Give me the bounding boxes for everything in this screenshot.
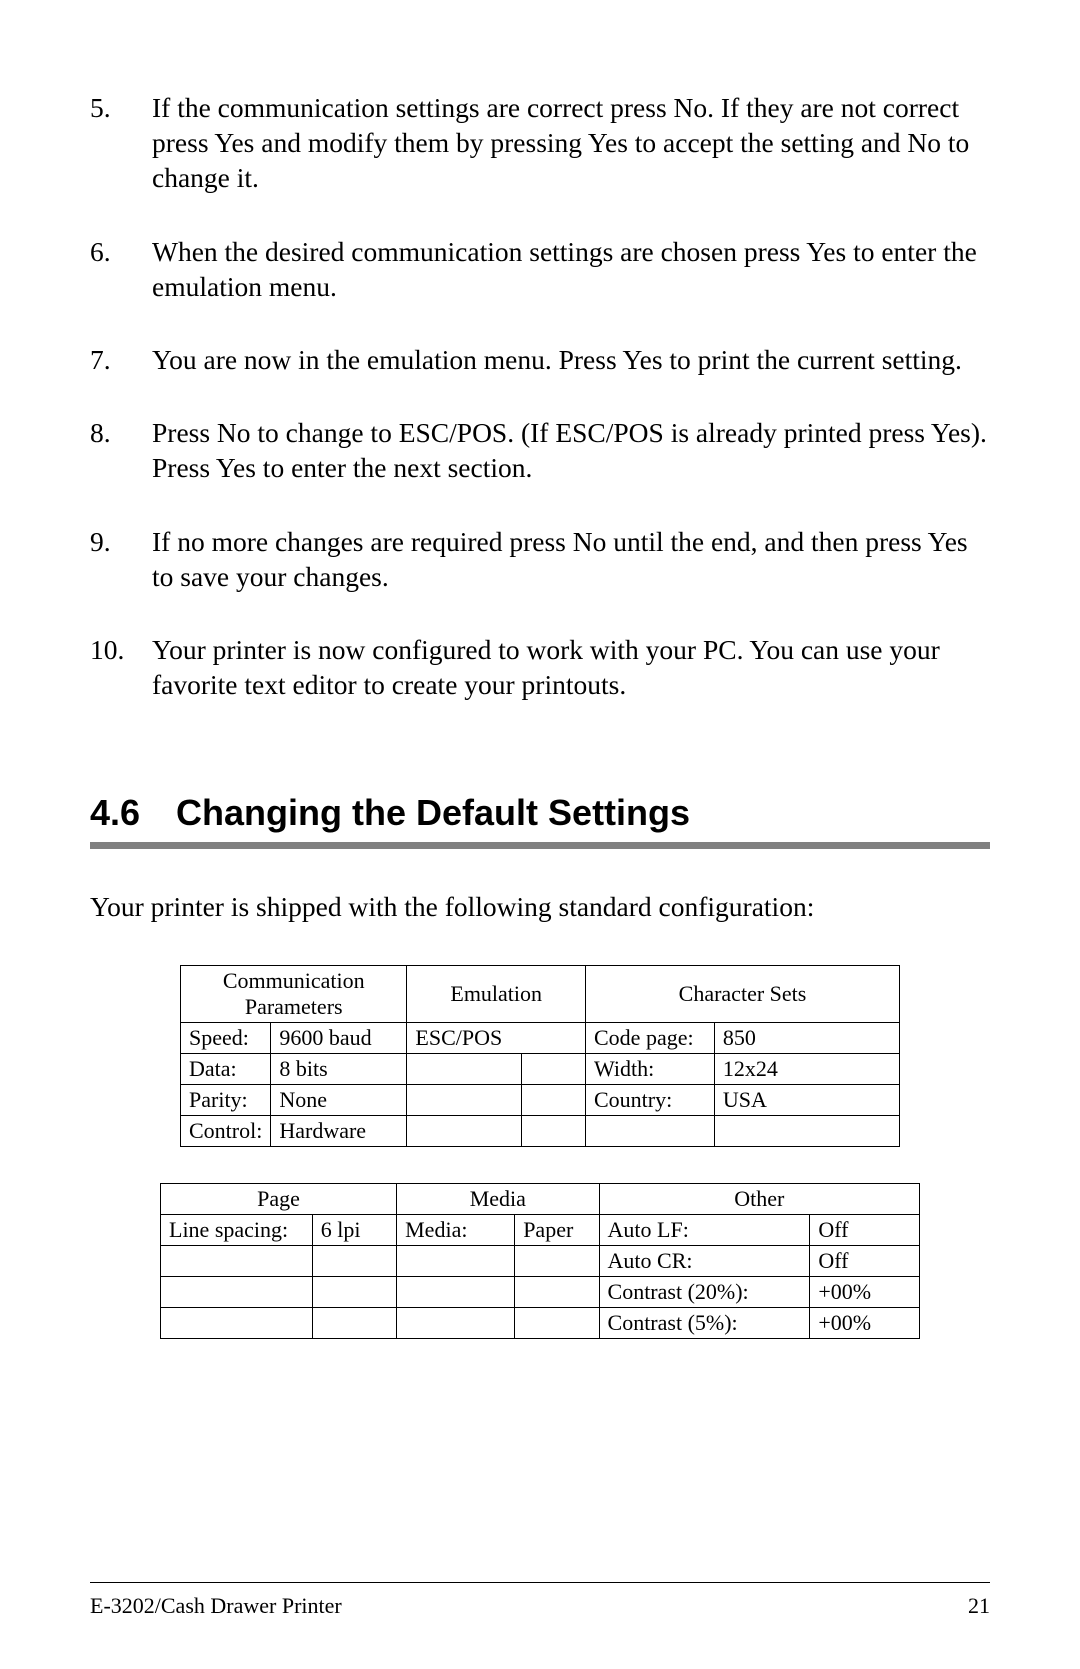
config-table-2: Page Media Other Line spacing: 6 lpi Med…	[160, 1183, 920, 1339]
table-cell: Data:	[181, 1054, 271, 1085]
list-text: Your printer is now configured to work w…	[152, 632, 990, 702]
footer-line: E-3202/Cash Drawer Printer 21	[90, 1593, 990, 1619]
table-cell: Contrast (5%):	[599, 1308, 810, 1339]
table-cell: Control:	[181, 1116, 271, 1147]
table-cell	[586, 1116, 715, 1147]
numbered-list: 5. If the communication settings are cor…	[90, 90, 990, 702]
table-cell: Code page:	[586, 1023, 715, 1054]
table-row: Contrast (5%): +00%	[161, 1308, 920, 1339]
table-header: Emulation	[407, 966, 586, 1023]
list-item: 8. Press No to change to ESC/POS. (If ES…	[90, 415, 990, 485]
list-text: If no more changes are required press No…	[152, 524, 990, 594]
table-cell	[521, 1116, 585, 1147]
list-item: 7. You are now in the emulation menu. Pr…	[90, 342, 990, 377]
table-row: Control: Hardware	[181, 1116, 900, 1147]
table-cell: 12x24	[714, 1054, 899, 1085]
intro-paragraph: Your printer is shipped with the followi…	[90, 889, 990, 925]
table-cell	[397, 1308, 515, 1339]
list-text: You are now in the emulation menu. Press…	[152, 342, 990, 377]
config-table-1: Communication Parameters Emulation Chara…	[180, 965, 900, 1147]
table-row: Auto CR: Off	[161, 1246, 920, 1277]
page-footer: E-3202/Cash Drawer Printer 21	[90, 1582, 990, 1619]
list-number: 5.	[90, 90, 152, 125]
table-cell: Off	[810, 1215, 920, 1246]
page: 5. If the communication settings are cor…	[0, 0, 1080, 1669]
table-cell: Media:	[397, 1215, 515, 1246]
table-header: Media	[397, 1184, 599, 1215]
list-text: Press No to change to ESC/POS. (If ESC/P…	[152, 415, 990, 485]
table-cell	[312, 1277, 396, 1308]
table-cell: Hardware	[271, 1116, 407, 1147]
table-cell	[407, 1054, 521, 1085]
table-cell	[521, 1085, 585, 1116]
table-cell: Width:	[586, 1054, 715, 1085]
table-cell: 9600 baud	[271, 1023, 407, 1054]
table-cell: 6 lpi	[312, 1215, 396, 1246]
section-heading: 4.6 Changing the Default Settings	[90, 792, 990, 840]
list-number: 7.	[90, 342, 152, 377]
footer-rule	[90, 1582, 990, 1583]
table-row: Data: 8 bits Width: 12x24	[181, 1054, 900, 1085]
table-cell: Off	[810, 1246, 920, 1277]
table-cell: Line spacing:	[161, 1215, 313, 1246]
table-cell	[161, 1277, 313, 1308]
table-cell	[312, 1246, 396, 1277]
table-cell	[161, 1308, 313, 1339]
table-cell: Speed:	[181, 1023, 271, 1054]
table-cell	[714, 1116, 899, 1147]
table-cell	[515, 1308, 599, 1339]
section-title: Changing the Default Settings	[176, 792, 690, 833]
table-row: Line spacing: 6 lpi Media: Paper Auto LF…	[161, 1215, 920, 1246]
list-item: 10. Your printer is now configured to wo…	[90, 632, 990, 702]
footer-left: E-3202/Cash Drawer Printer	[90, 1593, 342, 1619]
list-text: When the desired communication settings …	[152, 234, 990, 304]
list-text: If the communication settings are correc…	[152, 90, 990, 196]
table-header: Page	[161, 1184, 397, 1215]
list-number: 10.	[90, 632, 152, 667]
list-number: 9.	[90, 524, 152, 559]
table-cell: None	[271, 1085, 407, 1116]
list-number: 6.	[90, 234, 152, 269]
table-header-row: Page Media Other	[161, 1184, 920, 1215]
table-cell: Paper	[515, 1215, 599, 1246]
list-number: 8.	[90, 415, 152, 450]
table-cell	[407, 1085, 521, 1116]
table-row: Speed: 9600 baud ESC/POS Code page: 850	[181, 1023, 900, 1054]
table-cell: USA	[714, 1085, 899, 1116]
table-cell	[312, 1308, 396, 1339]
table-header-row: Communication Parameters Emulation Chara…	[181, 966, 900, 1023]
table-cell: Country:	[586, 1085, 715, 1116]
table-cell: 8 bits	[271, 1054, 407, 1085]
table-cell	[161, 1246, 313, 1277]
table-header: Character Sets	[586, 966, 900, 1023]
table-cell	[515, 1277, 599, 1308]
table-cell: Contrast (20%):	[599, 1277, 810, 1308]
table-cell	[397, 1277, 515, 1308]
list-item: 6. When the desired communication settin…	[90, 234, 990, 304]
table-cell	[397, 1246, 515, 1277]
table-row: Contrast (20%): +00%	[161, 1277, 920, 1308]
table-cell	[521, 1054, 585, 1085]
list-item: 9. If no more changes are required press…	[90, 524, 990, 594]
section-number: 4.6	[90, 792, 140, 834]
tables-container: Communication Parameters Emulation Chara…	[180, 965, 900, 1339]
table-cell: Auto LF:	[599, 1215, 810, 1246]
table-cell	[515, 1246, 599, 1277]
table-row: Parity: None Country: USA	[181, 1085, 900, 1116]
table-cell: ESC/POS	[407, 1023, 586, 1054]
table-cell: +00%	[810, 1308, 920, 1339]
table-header: Other	[599, 1184, 919, 1215]
table-cell: Parity:	[181, 1085, 271, 1116]
heading-rule	[90, 842, 990, 849]
table-cell	[407, 1116, 521, 1147]
table-cell: +00%	[810, 1277, 920, 1308]
list-item: 5. If the communication settings are cor…	[90, 90, 990, 196]
table-cell: 850	[714, 1023, 899, 1054]
table-cell: Auto CR:	[599, 1246, 810, 1277]
page-number: 21	[968, 1593, 990, 1619]
table-header: Communication Parameters	[181, 966, 407, 1023]
